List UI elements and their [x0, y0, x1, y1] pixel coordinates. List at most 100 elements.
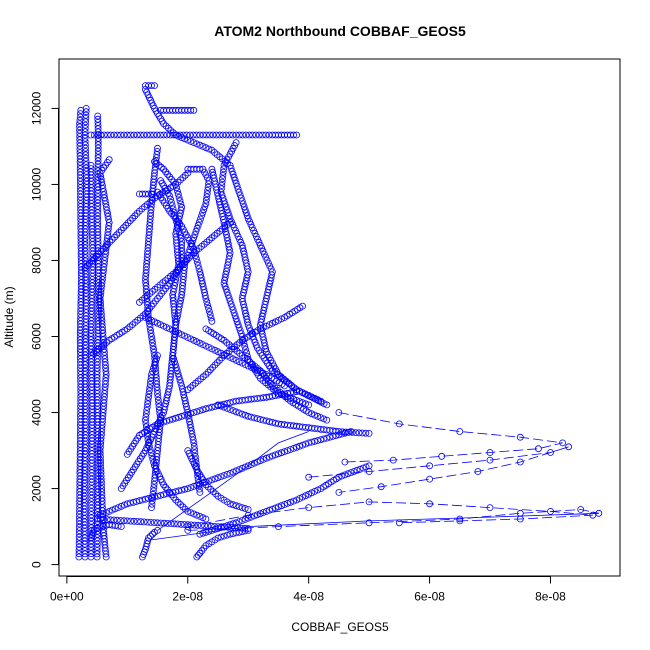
data-point	[191, 521, 198, 529]
data-point	[177, 379, 185, 387]
data-point	[148, 336, 156, 344]
data-point	[311, 487, 319, 495]
data-point	[287, 498, 294, 506]
data-point	[94, 326, 102, 334]
data-point	[242, 209, 250, 217]
data-point	[356, 465, 364, 473]
data-point	[142, 266, 150, 274]
data-point	[314, 486, 322, 494]
data-point	[117, 502, 125, 510]
data-point	[227, 164, 235, 172]
data-point	[94, 396, 101, 404]
y-axis: 0 2000 4000 6000 8000 10000 12000	[30, 91, 59, 568]
data-point	[187, 410, 195, 417]
data-point	[81, 453, 89, 461]
data-point	[100, 131, 108, 139]
data-point	[241, 342, 249, 350]
data-point	[82, 437, 89, 445]
data-point	[82, 105, 90, 112]
data-point	[81, 489, 88, 497]
data-point	[335, 473, 343, 481]
data-point	[256, 368, 264, 376]
data-point	[123, 500, 131, 508]
data-point	[177, 234, 185, 242]
data-point	[97, 456, 104, 464]
data-point	[243, 212, 251, 220]
data-point	[146, 131, 154, 139]
data-point	[175, 194, 183, 201]
data-point	[89, 247, 97, 255]
y-axis-label: Altitude (m)	[2, 286, 16, 347]
data-point	[262, 253, 270, 261]
data-point	[202, 481, 210, 489]
data-point	[193, 408, 201, 416]
data-point	[268, 452, 276, 460]
data-marks	[75, 82, 603, 561]
data-point	[438, 452, 446, 460]
data-point	[208, 476, 216, 484]
data-point	[240, 203, 248, 211]
data-point	[103, 516, 111, 523]
data-point	[179, 503, 187, 511]
data-point	[171, 211, 179, 219]
data-point	[221, 523, 229, 531]
data-point	[196, 131, 204, 139]
data-point	[225, 212, 233, 220]
data-point	[335, 488, 343, 496]
data-point	[220, 197, 228, 205]
data-point	[81, 250, 89, 258]
data-point	[102, 243, 109, 251]
data-point	[193, 140, 201, 148]
data-point	[186, 131, 194, 139]
data-point	[174, 224, 182, 232]
data-point	[299, 399, 307, 407]
data-point	[395, 420, 403, 428]
data-point	[100, 516, 108, 523]
data-point	[235, 466, 243, 474]
data-point	[252, 131, 260, 139]
data-point	[202, 200, 210, 207]
data-point	[236, 191, 244, 199]
data-point	[235, 409, 243, 417]
data-point	[120, 517, 128, 525]
data-point	[233, 229, 241, 237]
data-point	[271, 504, 279, 512]
data-point	[358, 429, 366, 437]
data-point	[365, 498, 373, 506]
data-point	[239, 200, 247, 208]
data-point	[516, 458, 524, 466]
data-point	[205, 236, 213, 244]
data-point	[259, 455, 267, 463]
data-point	[120, 224, 127, 232]
data-point	[83, 177, 91, 185]
data-point	[169, 415, 177, 423]
data-point	[174, 178, 182, 186]
data-point	[193, 131, 201, 139]
data-point	[199, 209, 207, 217]
data-point	[76, 177, 84, 185]
data-point	[228, 167, 236, 175]
data-point	[82, 431, 89, 439]
data-point	[144, 397, 152, 405]
data-point	[238, 517, 246, 524]
data-point	[83, 190, 90, 198]
data-point	[94, 167, 102, 175]
data-point	[187, 521, 195, 529]
dashed-track-line	[187, 501, 593, 527]
data-point	[173, 131, 181, 139]
data-point	[178, 241, 186, 249]
data-point	[241, 463, 249, 471]
data-point	[178, 412, 186, 420]
data-point	[218, 181, 226, 189]
data-point	[145, 439, 152, 447]
data-point	[559, 439, 566, 447]
data-point	[151, 361, 158, 369]
data-point	[166, 325, 174, 333]
data-point	[94, 157, 102, 165]
dashed-track-line	[187, 509, 599, 531]
data-point	[88, 367, 95, 375]
data-point	[156, 410, 164, 417]
data-point	[305, 401, 313, 409]
x-axis: 0e+00 2e-08 4e-08 6e-08 8e-08	[50, 576, 566, 604]
data-point	[426, 462, 434, 470]
